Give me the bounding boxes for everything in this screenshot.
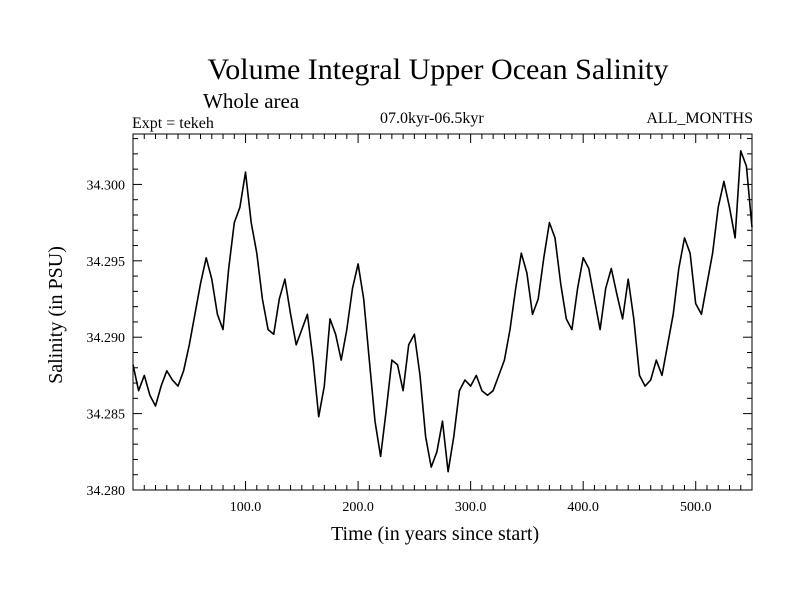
chart-title: Volume Integral Upper Ocean Salinity (207, 53, 669, 86)
x-tick-label: 100.0 (230, 500, 262, 515)
y-tick-label: 34.300 (87, 178, 126, 193)
x-tick-label: 200.0 (342, 500, 374, 515)
series-line-salinity (132, 150, 753, 473)
y-axis-label: Salinity (in PSU) (45, 246, 67, 384)
x-tick-label: 300.0 (455, 500, 487, 515)
y-tick-labels: 34.280 34.285 34.290 34.295 34.300 (87, 178, 126, 499)
y-tick-label: 34.280 (87, 484, 126, 499)
plot-frame (132, 133, 753, 491)
axis-ticks (133, 134, 752, 491)
months-label: ALL_MONTHS (646, 110, 753, 127)
y-tick-label: 34.290 (87, 331, 126, 346)
x-axis-label: Time (in years since start) (331, 523, 540, 545)
chart-subtitle: Whole area (203, 89, 300, 113)
x-tick-labels: 100.0 200.0 300.0 400.0 500.0 (230, 500, 712, 515)
y-tick-label: 34.285 (87, 408, 126, 423)
x-tick-label: 400.0 (567, 500, 599, 515)
period-label: 07.0kyr-06.5kyr (380, 110, 484, 127)
x-tick-label: 500.0 (680, 500, 712, 515)
experiment-label: Expt = tekeh (132, 115, 214, 132)
y-tick-label: 34.295 (87, 255, 126, 270)
